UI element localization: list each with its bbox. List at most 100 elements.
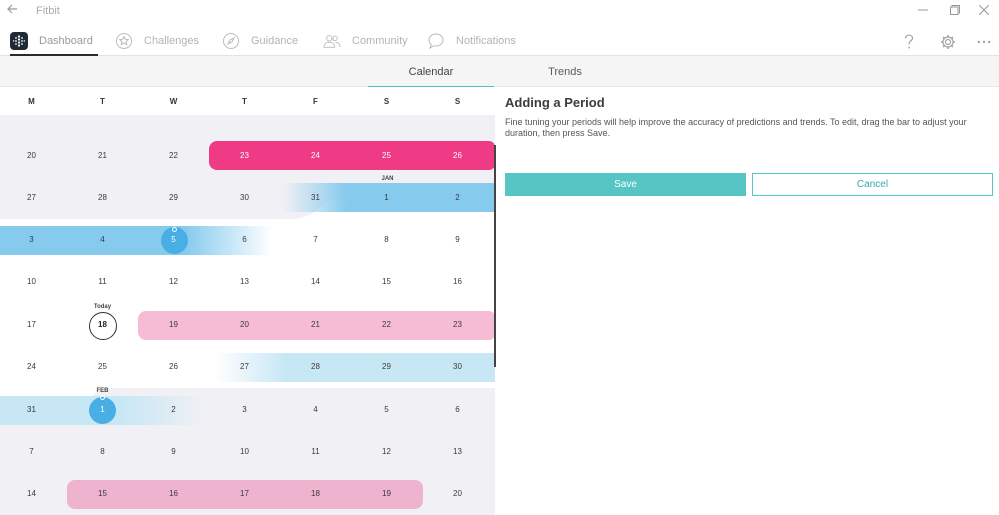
day-cell[interactable]: 8 bbox=[384, 235, 389, 244]
weekday-label: T bbox=[100, 97, 105, 106]
day-cell[interactable]: 20 bbox=[27, 151, 36, 160]
day-cell[interactable]: 25 bbox=[382, 151, 391, 160]
day-cell[interactable]: 24 bbox=[311, 151, 320, 160]
weekday-label: F bbox=[313, 97, 318, 106]
day-cell[interactable]: 29 bbox=[169, 193, 178, 202]
day-cell[interactable]: 15 bbox=[98, 489, 107, 498]
day-cell[interactable]: 2 bbox=[455, 193, 460, 202]
day-cell[interactable]: 20 bbox=[240, 320, 249, 329]
nav-guidance[interactable]: Guidance bbox=[222, 27, 298, 55]
predicted-period-bar[interactable] bbox=[138, 311, 495, 340]
day-cell[interactable]: 21 bbox=[98, 151, 107, 160]
panel-description: Fine tuning your periods will help impro… bbox=[505, 117, 967, 138]
day-cell[interactable]: 28 bbox=[311, 362, 320, 371]
day-cell[interactable]: 18 bbox=[311, 489, 320, 498]
day-cell[interactable]: 23 bbox=[240, 151, 249, 160]
nav-dashboard-label: Dashboard bbox=[39, 35, 93, 47]
gear-icon[interactable] bbox=[938, 33, 958, 51]
day-cell[interactable]: 20 bbox=[453, 489, 462, 498]
day-cell[interactable]: 17 bbox=[240, 489, 249, 498]
day-cell[interactable]: 31 bbox=[27, 405, 36, 414]
nav-challenges[interactable]: Challenges bbox=[115, 27, 199, 55]
day-cell[interactable]: 19 bbox=[382, 489, 391, 498]
fertile-window-bar bbox=[0, 226, 272, 255]
weekday-header: M T W T F S S bbox=[0, 87, 495, 115]
day-cell[interactable]: 12 bbox=[382, 447, 391, 456]
panel-title: Adding a Period bbox=[505, 95, 605, 110]
nav-community[interactable]: Community bbox=[323, 27, 408, 55]
calendar-scrollbar[interactable] bbox=[494, 145, 496, 367]
day-cell[interactable]: 12 bbox=[169, 277, 178, 286]
help-icon[interactable] bbox=[899, 33, 919, 51]
day-cell[interactable]: 1 bbox=[384, 193, 389, 202]
day-cell-today[interactable]: 18 bbox=[98, 320, 107, 329]
day-cell[interactable]: 22 bbox=[382, 320, 391, 329]
day-cell[interactable]: 7 bbox=[29, 447, 34, 456]
day-cell[interactable]: 10 bbox=[27, 277, 36, 286]
day-cell[interactable]: 13 bbox=[240, 277, 249, 286]
day-cell[interactable]: 27 bbox=[240, 362, 249, 371]
day-cell[interactable]: 23 bbox=[453, 320, 462, 329]
more-icon[interactable] bbox=[974, 33, 994, 51]
predicted-period-bar[interactable] bbox=[67, 480, 423, 509]
day-cell[interactable]: 11 bbox=[98, 277, 107, 286]
nav-notifications[interactable]: Notifications bbox=[427, 27, 516, 55]
day-cell[interactable]: 11 bbox=[311, 447, 320, 456]
day-cell[interactable]: 9 bbox=[455, 235, 460, 244]
day-cell[interactable]: 28 bbox=[98, 193, 107, 202]
close-button[interactable] bbox=[969, 2, 999, 18]
period-bar[interactable] bbox=[209, 141, 495, 170]
chat-bubble-icon bbox=[427, 32, 445, 50]
day-cell[interactable]: 4 bbox=[313, 405, 318, 414]
day-cell[interactable]: 9 bbox=[171, 447, 176, 456]
day-cell[interactable]: 5 bbox=[384, 405, 389, 414]
day-cell[interactable]: 14 bbox=[27, 489, 36, 498]
day-cell[interactable]: 24 bbox=[27, 362, 36, 371]
tab-calendar[interactable]: Calendar bbox=[368, 56, 494, 88]
save-button[interactable]: Save bbox=[505, 173, 746, 196]
day-cell[interactable]: 13 bbox=[453, 447, 462, 456]
fertile-window-bar bbox=[283, 183, 495, 212]
day-cell[interactable]: 7 bbox=[313, 235, 318, 244]
day-cell[interactable]: 1 bbox=[100, 405, 105, 414]
day-cell[interactable]: 31 bbox=[311, 193, 320, 202]
month-label: JAN bbox=[381, 176, 394, 182]
day-cell[interactable]: 29 bbox=[382, 362, 391, 371]
cancel-button[interactable]: Cancel bbox=[752, 173, 993, 196]
day-cell[interactable]: 27 bbox=[27, 193, 36, 202]
weekday-label: W bbox=[169, 97, 178, 106]
day-cell[interactable]: 6 bbox=[242, 235, 247, 244]
day-cell[interactable]: 3 bbox=[242, 405, 247, 414]
day-cell[interactable]: 30 bbox=[240, 193, 249, 202]
day-cell[interactable]: 14 bbox=[311, 277, 320, 286]
period-calendar: M T W T F S S bbox=[0, 87, 495, 515]
day-cell[interactable]: 3 bbox=[29, 235, 34, 244]
nav-dashboard[interactable]: Dashboard bbox=[10, 27, 98, 56]
day-cell[interactable]: 19 bbox=[169, 320, 178, 329]
restore-button[interactable] bbox=[940, 2, 970, 18]
day-cell[interactable]: 10 bbox=[240, 447, 249, 456]
day-cell[interactable]: 26 bbox=[169, 362, 178, 371]
day-cell[interactable]: 22 bbox=[169, 151, 178, 160]
minimize-button[interactable] bbox=[908, 2, 938, 18]
adding-period-panel: Adding a Period Fine tuning your periods… bbox=[505, 95, 995, 139]
day-cell[interactable]: 25 bbox=[98, 362, 107, 371]
back-arrow-icon[interactable] bbox=[6, 2, 20, 18]
day-cell[interactable]: 16 bbox=[453, 277, 462, 286]
day-cell[interactable]: 16 bbox=[169, 489, 178, 498]
people-icon bbox=[323, 32, 341, 50]
day-cell[interactable]: 21 bbox=[311, 320, 320, 329]
main-navigation: Dashboard Challenges Guidance Community … bbox=[0, 27, 999, 56]
day-cell[interactable]: 26 bbox=[453, 151, 462, 160]
day-cell[interactable]: 5 bbox=[171, 235, 176, 244]
day-cell[interactable]: 17 bbox=[27, 320, 36, 329]
title-bar: Fitbit bbox=[0, 0, 999, 22]
day-cell[interactable]: 6 bbox=[455, 405, 460, 414]
day-cell[interactable]: 8 bbox=[100, 447, 105, 456]
day-cell[interactable]: 30 bbox=[453, 362, 462, 371]
day-cell[interactable]: 2 bbox=[171, 405, 176, 414]
day-cell[interactable]: 15 bbox=[382, 277, 391, 286]
weekday-label: S bbox=[454, 97, 461, 106]
tab-trends[interactable]: Trends bbox=[548, 65, 582, 78]
day-cell[interactable]: 4 bbox=[100, 235, 105, 244]
